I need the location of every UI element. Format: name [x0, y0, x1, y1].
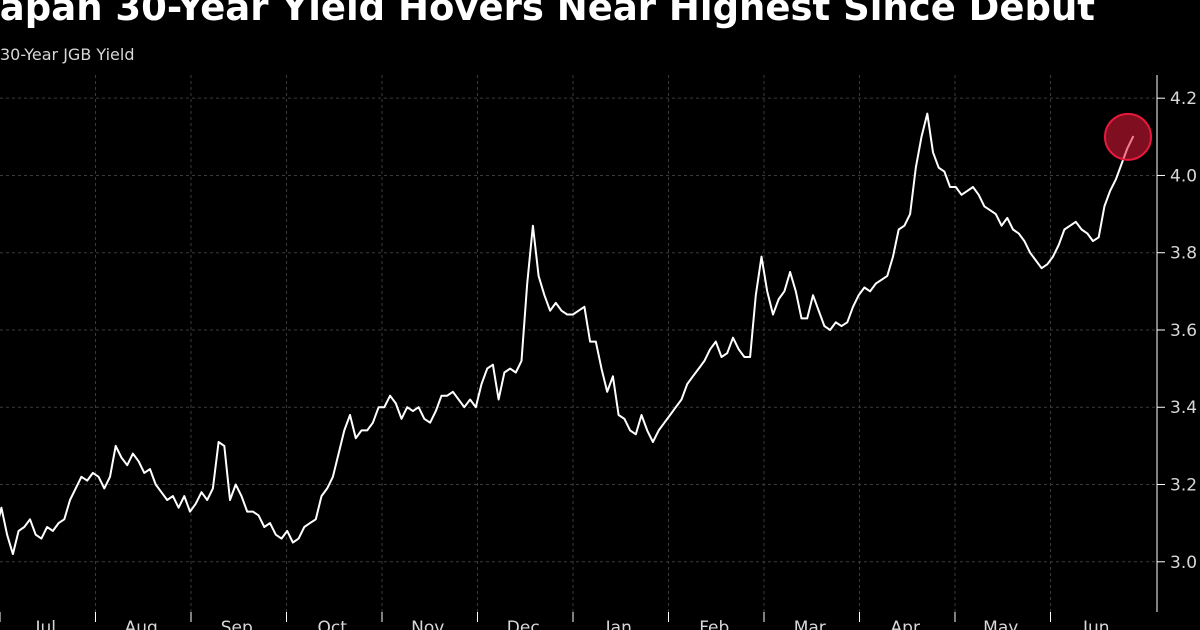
legend-label: 30-Year JGB Yield: [0, 45, 135, 64]
y-tick-label: 3.8: [1170, 244, 1197, 264]
grid-layer: [0, 75, 1157, 612]
x-tick-label: Oct: [318, 618, 348, 630]
x-tick-label: Mar: [794, 618, 826, 630]
x-tick-label: Nov: [411, 618, 444, 630]
x-tick-label: Jan: [605, 618, 632, 630]
y-tick-label: 3.6: [1170, 321, 1197, 341]
x-tick-label: Jul: [34, 618, 56, 630]
axis-layer: Jul Aug Sep Oct Nov Dec Jan Feb Mar Apr May Jun 3.0 3…: [0, 75, 1197, 630]
y-tick-label: 4.0: [1170, 166, 1197, 186]
x-tick-label: Jun: [1082, 618, 1110, 630]
marker-layer: [1104, 112, 1152, 161]
y-tick-label: 3.2: [1170, 476, 1197, 496]
legend: 30-Year JGB Yield: [0, 45, 134, 65]
y-tick-label: 3.4: [1170, 398, 1197, 418]
y-tick-label: 3.0: [1170, 553, 1197, 573]
x-tick-label: Feb: [699, 618, 729, 630]
x-tick-label: Apr: [891, 618, 920, 630]
series-layer: [0, 112, 1134, 556]
series-line: [0, 112, 1134, 556]
y-tick-label: 4.2: [1170, 89, 1197, 109]
x-tick-label: Aug: [125, 618, 158, 630]
latest-value-marker: [1104, 112, 1152, 161]
x-tick-label: Sep: [221, 618, 253, 630]
x-tick-label: Dec: [507, 618, 540, 630]
x-tick-label: May: [983, 618, 1018, 630]
chart-title: Japan 30-Year Yield Hovers Near Highest …: [0, 0, 1095, 29]
